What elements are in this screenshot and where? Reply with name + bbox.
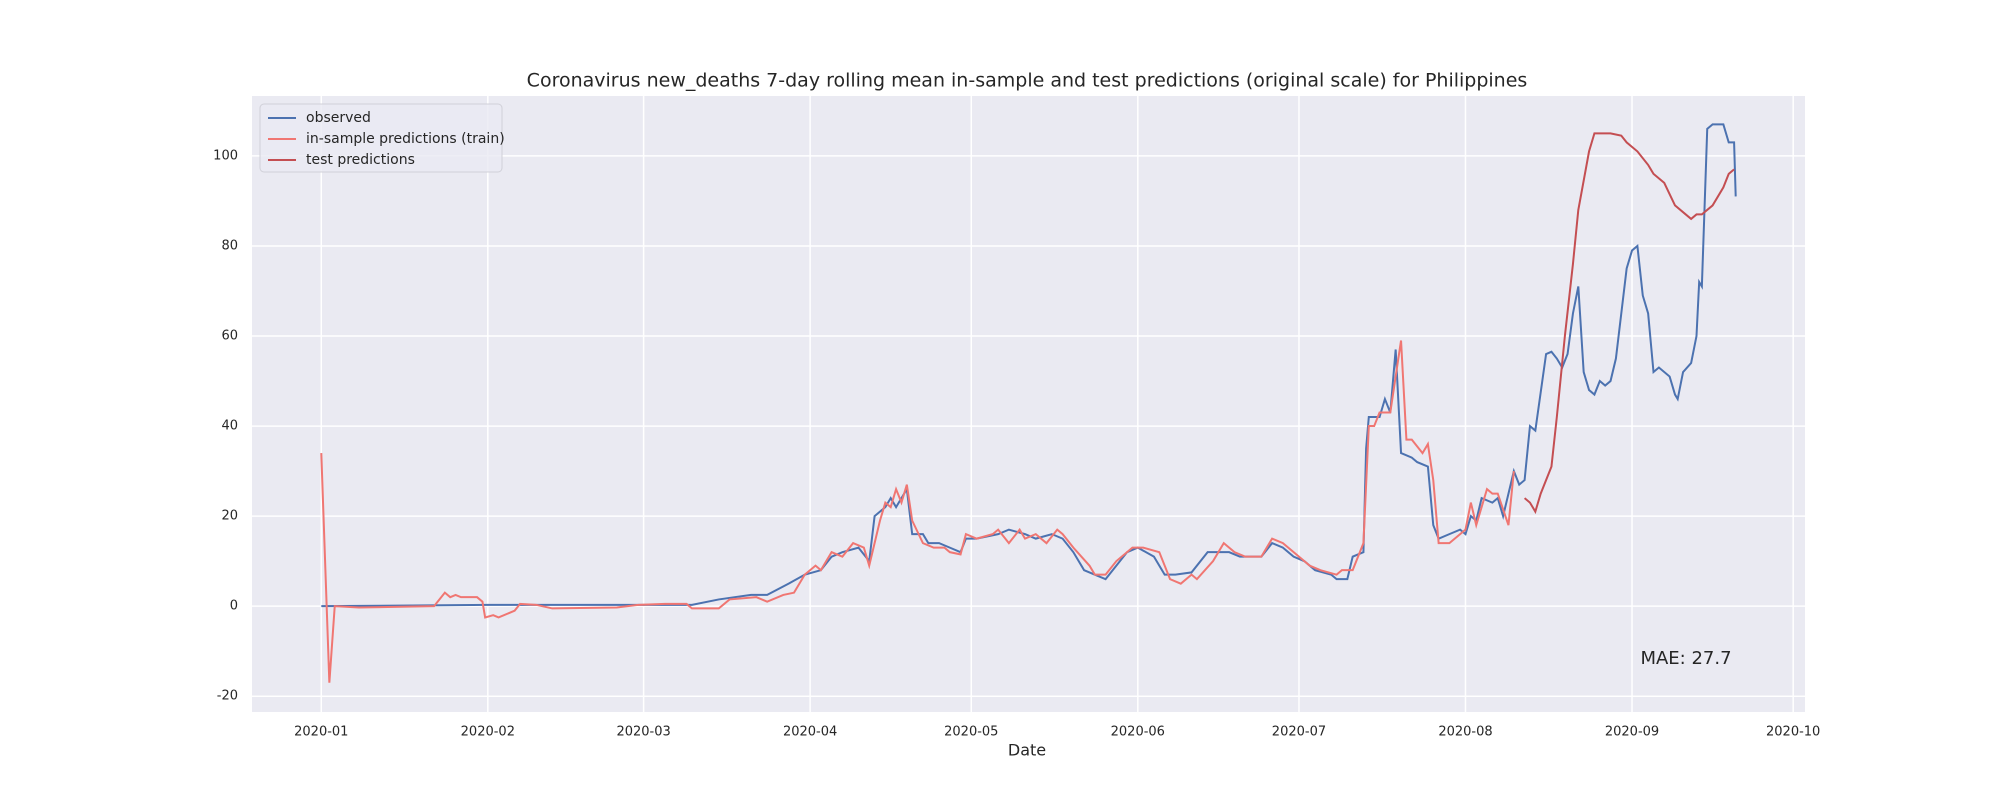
x-tick-label: 2020-04 <box>783 725 837 740</box>
y-tick-label: 80 <box>221 238 238 253</box>
series-line <box>1523 132 1735 515</box>
series-line <box>321 123 1737 608</box>
lines <box>320 123 1737 683</box>
x-tick-label: 2020-08 <box>1438 725 1492 740</box>
plot-background <box>252 96 1805 712</box>
x-tick-label: 2020-09 <box>1605 725 1659 740</box>
grid <box>252 96 1805 712</box>
legend-label: in-sample predictions (train) <box>306 131 505 147</box>
legend: observed in-sample predictions (train) tes… <box>259 103 505 173</box>
y-tick-label: 20 <box>221 509 238 524</box>
x-axis-label: Date <box>1008 741 1046 760</box>
x-tick-label: 2020-03 <box>616 725 670 740</box>
y-tick-label: 60 <box>221 329 238 344</box>
y-tick-label: -20 <box>217 689 238 704</box>
x-tick-label: 2020-10 <box>1766 725 1820 740</box>
y-tick-label: 40 <box>221 419 238 434</box>
series-line <box>320 340 1515 683</box>
x-tick-label: 2020-07 <box>1272 725 1326 740</box>
y-tick-label: 100 <box>213 148 238 163</box>
y-tick-label: 0 <box>230 599 238 614</box>
x-tick-label: 2020-02 <box>461 725 515 740</box>
legend-label: observed <box>306 110 371 126</box>
x-tick-label: 2020-06 <box>1111 725 1165 740</box>
x-tick-label: 2020-01 <box>294 725 348 740</box>
x-tick-label: 2020-05 <box>944 725 998 740</box>
legend-label: test predictions <box>306 152 415 168</box>
legend-box <box>259 103 503 173</box>
chart-title: Coronavirus new_deaths 7-day rolling mea… <box>527 70 1528 92</box>
annotation: MAE: 27.7 <box>1640 648 1731 669</box>
